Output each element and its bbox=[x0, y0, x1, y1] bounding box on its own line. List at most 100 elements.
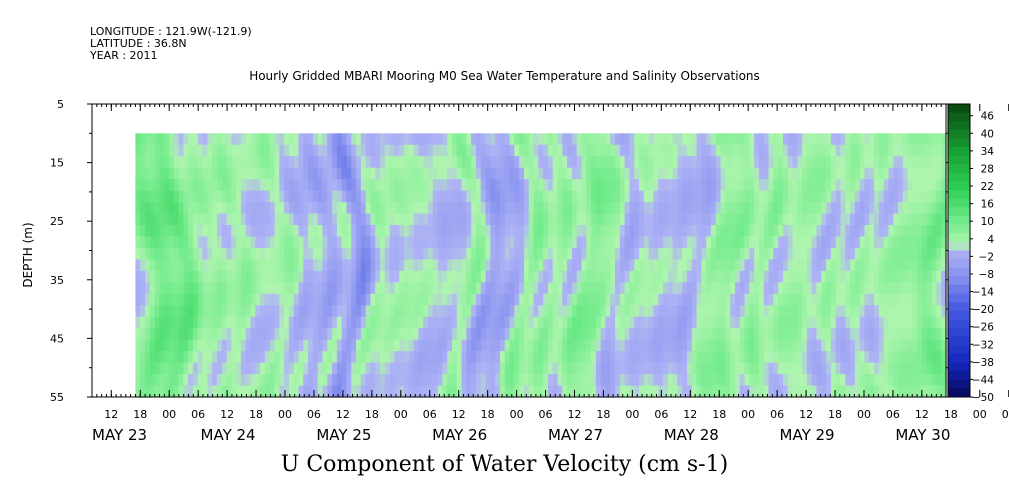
heatmap-cell bbox=[922, 225, 928, 238]
heatmap-cell bbox=[826, 385, 832, 398]
heatmap-cell bbox=[135, 293, 141, 306]
heatmap-cell bbox=[835, 270, 842, 283]
heatmap-cell bbox=[288, 144, 295, 157]
heatmap-cell bbox=[514, 202, 520, 215]
heatmap-cell bbox=[365, 259, 372, 272]
x-tick-label: 18 bbox=[133, 408, 147, 421]
heatmap-cell bbox=[653, 236, 659, 249]
heatmap-cell bbox=[658, 144, 664, 157]
heatmap-cell bbox=[778, 133, 784, 146]
heatmap-cell bbox=[643, 339, 650, 352]
heatmap-cell bbox=[615, 133, 621, 146]
heatmap-cell bbox=[744, 247, 750, 261]
heatmap-cell bbox=[164, 133, 170, 146]
heatmap-cell bbox=[389, 213, 396, 226]
heatmap-cell bbox=[854, 213, 861, 226]
heatmap-cell bbox=[216, 156, 223, 169]
heatmap-cell bbox=[850, 351, 856, 364]
heatmap-cell bbox=[197, 167, 204, 180]
heatmap-cell bbox=[730, 316, 736, 329]
heatmap-cell bbox=[231, 167, 237, 180]
heatmap-cell bbox=[471, 374, 477, 387]
heatmap-cell bbox=[428, 179, 434, 192]
heatmap-cell bbox=[552, 247, 559, 261]
heatmap-cell bbox=[595, 202, 602, 215]
heatmap-cell bbox=[269, 236, 276, 249]
heatmap-cell bbox=[730, 202, 736, 215]
heatmap-cell bbox=[682, 282, 688, 295]
heatmap-cell bbox=[389, 339, 396, 352]
heatmap-cell bbox=[773, 144, 779, 157]
colorbar-band bbox=[948, 147, 970, 157]
heatmap-cell bbox=[663, 282, 669, 295]
heatmap-cell bbox=[576, 190, 583, 203]
heatmap-cell bbox=[164, 282, 170, 295]
heatmap-cell bbox=[495, 236, 501, 249]
heatmap-cell bbox=[912, 385, 918, 398]
heatmap-cell bbox=[509, 362, 515, 375]
heatmap-cell bbox=[423, 247, 429, 261]
heatmap-cell bbox=[192, 156, 199, 169]
heatmap-cell bbox=[490, 156, 496, 169]
heatmap-cell bbox=[667, 190, 674, 203]
heatmap-cell bbox=[135, 282, 141, 295]
heatmap-cell bbox=[811, 179, 818, 192]
heatmap-cell bbox=[744, 259, 750, 272]
heatmap-cell bbox=[830, 374, 837, 387]
heatmap-cell bbox=[850, 259, 856, 272]
heatmap-cell bbox=[389, 133, 396, 146]
heatmap-cell bbox=[308, 351, 314, 364]
heatmap-cell bbox=[456, 156, 463, 169]
heatmap-cell bbox=[538, 362, 544, 375]
heatmap-cell bbox=[782, 305, 789, 318]
heatmap-cell bbox=[643, 144, 650, 157]
heatmap-cell bbox=[667, 179, 674, 192]
heatmap-cell bbox=[293, 156, 300, 169]
heatmap-cell bbox=[499, 259, 506, 272]
heatmap-cell bbox=[336, 202, 343, 215]
heatmap-cell bbox=[715, 270, 722, 283]
heatmap-cell bbox=[902, 167, 909, 180]
heatmap-cell bbox=[706, 190, 712, 203]
heatmap-cell bbox=[591, 305, 597, 318]
heatmap-cell bbox=[279, 374, 285, 387]
heatmap-cell bbox=[149, 236, 156, 249]
heatmap-cell bbox=[423, 305, 429, 318]
heatmap-cell bbox=[835, 305, 842, 318]
heatmap-cell bbox=[922, 156, 928, 169]
heatmap-cell bbox=[336, 385, 343, 398]
heatmap-cell bbox=[624, 339, 631, 352]
heatmap-cell bbox=[173, 190, 180, 203]
heatmap-cell bbox=[260, 144, 266, 157]
heatmap-cell bbox=[941, 202, 947, 215]
heatmap-cell bbox=[456, 236, 463, 249]
heatmap-cell bbox=[706, 247, 712, 261]
heatmap-cell bbox=[212, 328, 218, 341]
heatmap-cell bbox=[936, 328, 942, 341]
heatmap-cell bbox=[888, 362, 894, 375]
heatmap-cell bbox=[399, 339, 405, 352]
heatmap-cell bbox=[931, 133, 938, 146]
heatmap-cell bbox=[269, 374, 276, 387]
heatmap-cell bbox=[202, 316, 208, 329]
heatmap-cell bbox=[869, 293, 875, 306]
heatmap-cell bbox=[682, 305, 688, 318]
heatmap-cell bbox=[629, 225, 635, 238]
heatmap-cell bbox=[279, 351, 285, 364]
heatmap-cell bbox=[874, 293, 880, 306]
heatmap-cell bbox=[413, 236, 420, 249]
heatmap-cell bbox=[288, 351, 295, 364]
heatmap-cell bbox=[303, 247, 309, 261]
heatmap-cell bbox=[504, 179, 511, 192]
heatmap-cell bbox=[845, 270, 851, 283]
heatmap-cell bbox=[715, 259, 722, 272]
longitude-label: LONGITUDE : 121.9W(-121.9) bbox=[90, 25, 252, 38]
heatmap-cell bbox=[567, 362, 573, 375]
heatmap-cell bbox=[672, 282, 679, 295]
heatmap-cell bbox=[183, 167, 189, 180]
heatmap-cell bbox=[859, 339, 866, 352]
heatmap-cell bbox=[840, 362, 846, 375]
heatmap-cell bbox=[806, 351, 813, 364]
heatmap-cell bbox=[691, 167, 698, 180]
